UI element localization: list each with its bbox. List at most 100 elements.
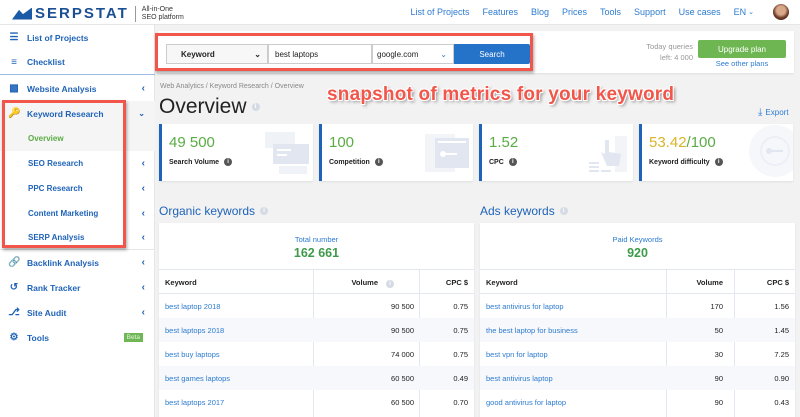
- organic-keywords-title: Organic keywords i: [159, 204, 269, 218]
- nav-features[interactable]: Features: [482, 7, 518, 17]
- keyword-link[interactable]: best antivirus laptop: [486, 373, 553, 383]
- table-row: best laptops 2017 60 500 0.70: [159, 390, 474, 414]
- column-divider: [734, 269, 735, 417]
- sidebar-item-keyword-research[interactable]: 🔑 Keyword Research ⌄: [0, 101, 155, 126]
- info-icon[interactable]: i: [260, 207, 269, 215]
- search-highlight: [155, 33, 533, 71]
- table-row: the best laptop for business 50 1.45: [480, 318, 795, 342]
- table-row: best games laptops 60 500 0.49: [159, 366, 474, 390]
- keyword-link[interactable]: best antivirus for laptop: [486, 301, 564, 311]
- search-button[interactable]: Search: [454, 44, 530, 64]
- search-panel: Keyword ⌄ best laptops google.com ⌄ Sear…: [158, 31, 794, 73]
- link-icon: 🔗: [8, 257, 21, 268]
- search-type-value: Keyword: [181, 49, 215, 59]
- sidebar-item-serp-analysis[interactable]: SERP Analysis ‹: [0, 225, 155, 250]
- logo-mark-icon: [12, 7, 32, 20]
- sidebar-item-ppc-research[interactable]: PPC Research ‹: [0, 176, 155, 201]
- keyword-link[interactable]: best vpn for laptop: [486, 349, 548, 359]
- search-engine-value: google.com: [377, 49, 419, 59]
- sidebar-item-seo-research[interactable]: SEO Research ‹: [0, 151, 155, 176]
- nav-prices[interactable]: Prices: [562, 7, 588, 17]
- chevron-left-icon: ‹: [141, 158, 145, 169]
- keyword-link[interactable]: good antivirus for laptop: [486, 397, 567, 407]
- metric-label-text: Keyword difficulty: [649, 158, 710, 166]
- volume-cell: 50: [714, 325, 723, 335]
- queries-value: left: 4 000: [660, 53, 693, 62]
- key-icon: 🔑: [8, 108, 21, 119]
- sidebar-item-label: Checklist: [27, 57, 65, 67]
- info-icon[interactable]: i: [386, 280, 394, 288]
- chevron-down-icon: ⌄: [440, 49, 447, 59]
- sidebar-item-overview[interactable]: Overview: [0, 126, 155, 151]
- sidebar-item-checklist[interactable]: ≡ Checklist: [0, 50, 155, 75]
- sidebar-item-content-marketing[interactable]: Content Marketing ‹: [0, 201, 155, 226]
- history-icon: ↺: [9, 282, 19, 293]
- keyword-link[interactable]: best buy laptops: [165, 349, 220, 359]
- keyword-link[interactable]: the best laptop for business: [486, 325, 578, 335]
- nav-support[interactable]: Support: [634, 7, 666, 17]
- column-keyword[interactable]: Keyword: [165, 278, 197, 287]
- info-icon[interactable]: i: [374, 158, 383, 166]
- keyword-link[interactable]: best laptops 2017: [165, 397, 225, 407]
- metric-label: CPC i: [489, 158, 517, 166]
- avatar[interactable]: [773, 4, 789, 20]
- export-button[interactable]: ⤓ Export: [758, 107, 789, 118]
- tagline-line-1: All-in-One: [141, 5, 173, 13]
- sidebar-item-tools[interactable]: ⚙ Tools Beta: [0, 325, 155, 350]
- cpc-cell: 1.56: [774, 301, 789, 311]
- search-type-select[interactable]: Keyword ⌄: [166, 44, 268, 64]
- nav-blog[interactable]: Blog: [531, 7, 550, 17]
- see-other-plans-link[interactable]: See other plans: [715, 59, 769, 68]
- info-icon[interactable]: i: [508, 158, 517, 166]
- metric-card-search-volume: 49 500 Search Volume i: [159, 124, 313, 181]
- key-window-illustration-icon: [425, 134, 469, 172]
- total-label: Total number: [294, 235, 339, 244]
- section-title-text: Organic keywords: [159, 204, 256, 218]
- column-cpc[interactable]: CPC $: [766, 278, 789, 287]
- nav-list-of-projects[interactable]: List of Projects: [410, 7, 470, 17]
- column-volume[interactable]: Volume i: [351, 278, 394, 288]
- info-icon[interactable]: i: [559, 207, 568, 215]
- search-input[interactable]: best laptops: [268, 44, 372, 64]
- nav-tools[interactable]: Tools: [600, 7, 622, 17]
- beta-badge: Beta: [123, 333, 143, 342]
- language-selector[interactable]: EN ⌄: [734, 7, 754, 17]
- logo[interactable]: SERPSTAT All-in-One SEO platform: [12, 5, 184, 22]
- chevron-down-icon: ⌄: [138, 109, 145, 118]
- nav-use-cases[interactable]: Use cases: [678, 7, 721, 17]
- chevron-left-icon: ‹: [141, 231, 145, 243]
- cpc-cell: 0.43: [774, 397, 789, 407]
- info-icon[interactable]: i: [714, 158, 723, 166]
- sidebar-item-rank-tracker[interactable]: ↺ Rank Tracker ‹: [0, 275, 155, 300]
- keyword-link[interactable]: best games laptops: [165, 373, 231, 383]
- language-label: EN: [733, 7, 747, 17]
- bar-chart-icon: ▩: [9, 83, 19, 94]
- metric-label-text: CPC: [489, 158, 504, 166]
- info-icon[interactable]: i: [224, 158, 233, 166]
- info-icon[interactable]: i: [251, 103, 260, 111]
- column-volume-label: Volume: [351, 278, 378, 287]
- sidebar-item-website-analysis[interactable]: ▩ Website Analysis ‹: [0, 76, 155, 101]
- keyword-link[interactable]: best laptops 2018: [165, 325, 225, 335]
- sidebar-item-site-audit[interactable]: ⎇ Site Audit ‹: [0, 300, 155, 325]
- volume-cell: 74 000: [391, 349, 414, 359]
- metric-label-text: Search Volume: [169, 158, 220, 166]
- sidebar-item-backlink-analysis[interactable]: 🔗 Backlink Analysis ‹: [0, 250, 155, 275]
- column-keyword[interactable]: Keyword: [486, 278, 518, 287]
- sidebar-item-label: Tools: [27, 332, 50, 343]
- search-engine-select[interactable]: google.com ⌄: [372, 44, 454, 64]
- table-header: Keyword Volume CPC $: [480, 269, 795, 294]
- cpc-cell: 0.70: [453, 397, 468, 407]
- keyword-link[interactable]: best laptop 2018: [165, 301, 221, 311]
- sidebar-item-label: Backlink Analysis: [27, 257, 99, 268]
- sitemap-icon: ⎇: [8, 307, 20, 318]
- chevron-left-icon: ‹: [141, 282, 145, 293]
- sidebar-item-list-of-projects[interactable]: ☰ List of Projects: [0, 25, 155, 50]
- column-volume[interactable]: Volume: [696, 278, 723, 287]
- sidebar-item-label: PPC Research: [28, 184, 83, 193]
- table-row: good antivirus for laptop 90 0.43: [480, 390, 795, 414]
- column-cpc[interactable]: CPC $: [445, 278, 468, 287]
- column-divider: [313, 269, 314, 417]
- upgrade-plan-button[interactable]: Upgrade plan: [698, 40, 786, 58]
- chevron-left-icon: ‹: [141, 183, 145, 194]
